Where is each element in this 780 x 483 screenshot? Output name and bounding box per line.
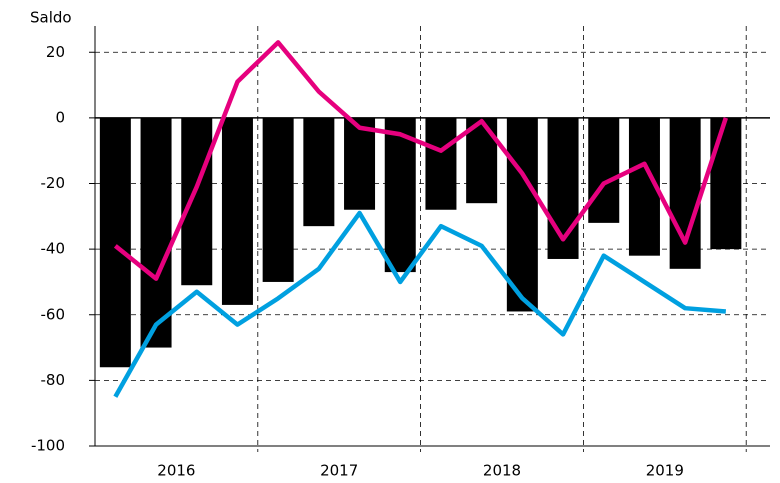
- y-tick-label: 0: [55, 108, 65, 126]
- bar: [221, 117, 253, 305]
- y-tick-label: -40: [41, 240, 66, 258]
- y-tick-label: -100: [31, 437, 65, 455]
- y-tick-label: -20: [41, 174, 66, 192]
- line: [113, 40, 728, 281]
- x-group-label: 2017: [320, 462, 358, 480]
- bar: [99, 117, 131, 368]
- bar: [303, 117, 335, 227]
- x-group-label: 2016: [157, 462, 195, 480]
- bar: [506, 117, 538, 312]
- bar: [425, 117, 457, 210]
- bar: [181, 117, 213, 286]
- bar: [710, 117, 742, 250]
- y-tick-label: -60: [41, 305, 66, 323]
- bar: [140, 117, 172, 348]
- bar: [669, 117, 701, 269]
- x-group-label: 2018: [483, 462, 521, 480]
- bar: [588, 117, 620, 223]
- x-group-label: 2019: [646, 462, 684, 480]
- y-axis-label: Saldo: [30, 9, 72, 27]
- y-tick-label: 20: [46, 43, 65, 61]
- bar: [262, 117, 294, 282]
- line: [113, 210, 727, 398]
- bar: [384, 117, 416, 273]
- y-tick-label: -80: [41, 371, 66, 389]
- bar: [344, 117, 376, 210]
